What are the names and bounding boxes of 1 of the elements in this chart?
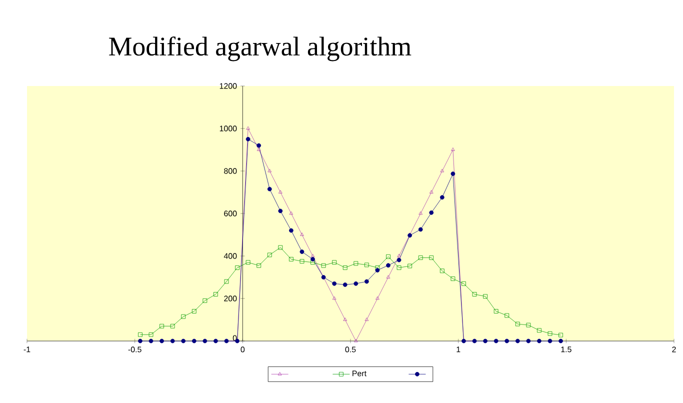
chart-title: Modified agarwal algorithm — [109, 36, 412, 62]
